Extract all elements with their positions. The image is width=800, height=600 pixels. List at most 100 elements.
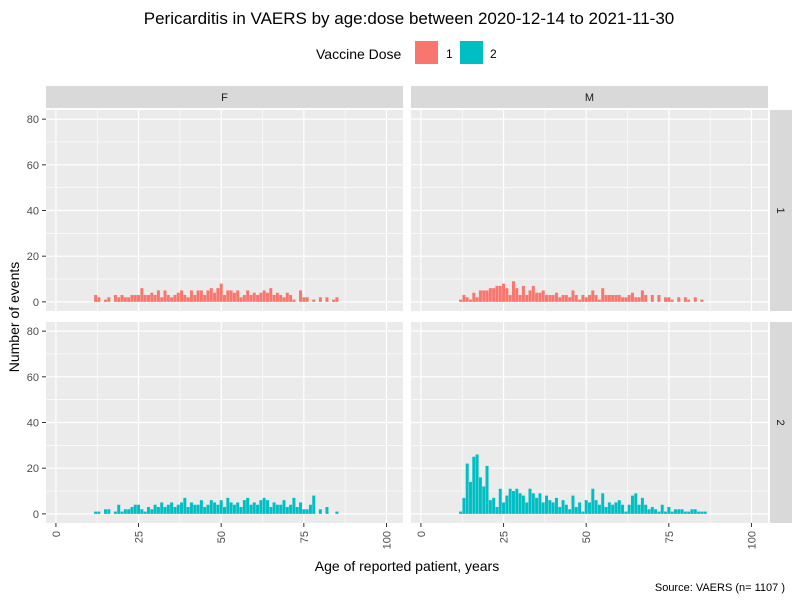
- bar-f-dose-2-age-74: [299, 502, 303, 514]
- bar-m-dose-2-age-50: [584, 500, 588, 514]
- bar-m-dose-1-age-44: [564, 295, 568, 302]
- bar-f-dose-1-age-82: [325, 297, 329, 302]
- bar-m-dose-2-age-62: [624, 511, 628, 514]
- bar-m-dose-2-age-64: [630, 495, 634, 514]
- bar-f-dose-2-age-33: [163, 507, 167, 514]
- bar-f-dose-2-age-51: [223, 507, 226, 514]
- bar-f-dose-1-age-15: [104, 299, 107, 302]
- bar-f-dose-2-age-56: [239, 507, 243, 514]
- bar-m-dose-2-age-20: [485, 465, 489, 514]
- bar-f-dose-1-age-85: [335, 297, 339, 302]
- y-tick-label: 20: [27, 463, 39, 475]
- bar-f-dose-1-age-68: [279, 295, 283, 302]
- x-tick-label: 75: [299, 531, 311, 543]
- bar-m-dose-2-age-56: [604, 507, 608, 514]
- bar-m-dose-2-age-84: [697, 511, 701, 514]
- bar-m-dose-2-age-72: [657, 511, 661, 514]
- bar-f-dose-1-age-38: [180, 290, 184, 302]
- bar-f-dose-1-age-62: [259, 292, 263, 302]
- legend: Vaccine Dose 1 2: [316, 41, 497, 64]
- bar-f-dose-1-age-45: [203, 295, 207, 302]
- bar-f-dose-2-age-59: [249, 504, 253, 514]
- bar-m-dose-1-age-72: [657, 295, 661, 302]
- bar-m-dose-1-age-48: [578, 299, 582, 302]
- bar-f-dose-1-age-37: [176, 292, 180, 302]
- bar-m-dose-2-age-18: [478, 477, 482, 514]
- bars-m-dose-1: [459, 281, 704, 302]
- bar-m-dose-2-age-79: [680, 509, 684, 514]
- panel-m-dose-1: [411, 110, 768, 311]
- x-tick-label: 25: [499, 531, 511, 543]
- bar-m-dose-2-age-34: [531, 493, 535, 514]
- bar-f-dose-1-age-12: [94, 295, 98, 302]
- bar-m-dose-1-age-85: [700, 299, 704, 302]
- bar-f-dose-1-age-80: [318, 297, 322, 302]
- bar-f-dose-2-age-63: [262, 497, 266, 514]
- bar-m-dose-1-age-74: [664, 297, 668, 302]
- bar-m-dose-2-age-49: [581, 511, 585, 514]
- bar-m-dose-1-age-66: [637, 297, 641, 302]
- bar-m-dose-1-age-30: [518, 295, 522, 302]
- bar-f-dose-2-age-16: [107, 509, 111, 514]
- bar-f-dose-1-age-51: [223, 295, 226, 302]
- bar-f-dose-2-age-26: [140, 509, 144, 514]
- bar-m-dose-1-age-17: [475, 297, 479, 302]
- bar-m-dose-1-age-24: [498, 285, 502, 302]
- bar-f-dose-2-age-45: [203, 507, 207, 514]
- bar-f-dose-1-age-46: [206, 290, 210, 302]
- bar-m-dose-1-age-76: [670, 299, 674, 302]
- bar-f-dose-1-age-48: [213, 292, 217, 302]
- x-tick-label: 0: [416, 531, 428, 537]
- bar-m-dose-2-age-35: [535, 497, 539, 514]
- bar-m-dose-2-age-12: [459, 511, 463, 514]
- bar-f-dose-1-age-56: [239, 297, 243, 302]
- bar-m-dose-1-age-42: [558, 297, 562, 302]
- bar-f-dose-2-age-76: [305, 509, 309, 514]
- bar-f-dose-1-age-61: [256, 295, 260, 302]
- bar-m-dose-2-age-21: [488, 500, 492, 514]
- strip-label-dose-1: 1: [774, 207, 786, 213]
- bar-m-dose-2-age-26: [505, 495, 509, 514]
- bar-m-dose-1-age-21: [488, 288, 492, 302]
- bar-m-dose-1-age-19: [482, 290, 486, 302]
- strip-label-dose-2: 2: [774, 419, 786, 425]
- bar-f-dose-1-age-19: [117, 297, 121, 302]
- bar-f-dose-2-age-64: [265, 500, 269, 514]
- bar-m-dose-1-age-23: [495, 285, 499, 302]
- bar-m-dose-2-age-16: [472, 456, 476, 514]
- bar-m-dose-1-age-59: [614, 295, 618, 302]
- bar-f-dose-1-age-76: [305, 297, 309, 302]
- bar-f-dose-2-age-62: [259, 500, 263, 514]
- bar-f-dose-1-age-59: [249, 295, 253, 302]
- bar-m-dose-2-age-66: [637, 504, 641, 514]
- facet-panels: [46, 110, 768, 523]
- bar-m-dose-2-age-60: [617, 500, 621, 514]
- bar-m-dose-2-age-71: [654, 509, 658, 514]
- bar-f-dose-1-age-47: [209, 288, 213, 302]
- bar-f-dose-2-age-48: [213, 502, 217, 514]
- bar-f-dose-1-age-27: [143, 295, 147, 302]
- bar-m-dose-1-age-75: [667, 297, 671, 302]
- bar-m-dose-1-age-64: [630, 292, 634, 302]
- panel-f-dose-2: [46, 322, 403, 523]
- bar-m-dose-2-age-74: [664, 511, 668, 514]
- bar-m-dose-2-age-73: [660, 504, 664, 514]
- bar-m-dose-2-age-40: [551, 502, 555, 514]
- bar-m-dose-1-age-49: [581, 295, 585, 302]
- y-tick-label: 20: [27, 251, 39, 263]
- bar-m-dose-2-age-69: [647, 509, 651, 514]
- bar-f-dose-1-age-74: [299, 290, 303, 302]
- bar-m-dose-1-age-68: [644, 295, 648, 302]
- bar-m-dose-1-age-55: [601, 288, 605, 302]
- strip-right-dose-2: [770, 322, 792, 523]
- bar-m-dose-1-age-67: [640, 290, 644, 302]
- bar-m-dose-2-age-67: [640, 497, 644, 514]
- bar-m-dose-1-age-13: [462, 295, 466, 302]
- bar-m-dose-1-age-51: [588, 295, 591, 302]
- bar-m-dose-2-age-70: [650, 507, 654, 514]
- bar-m-dose-1-age-35: [535, 292, 539, 302]
- bar-m-dose-2-age-85: [700, 511, 704, 514]
- bar-f-dose-2-age-34: [166, 504, 170, 514]
- bar-m-dose-2-age-22: [492, 497, 496, 514]
- bar-m-dose-2-age-65: [634, 493, 638, 514]
